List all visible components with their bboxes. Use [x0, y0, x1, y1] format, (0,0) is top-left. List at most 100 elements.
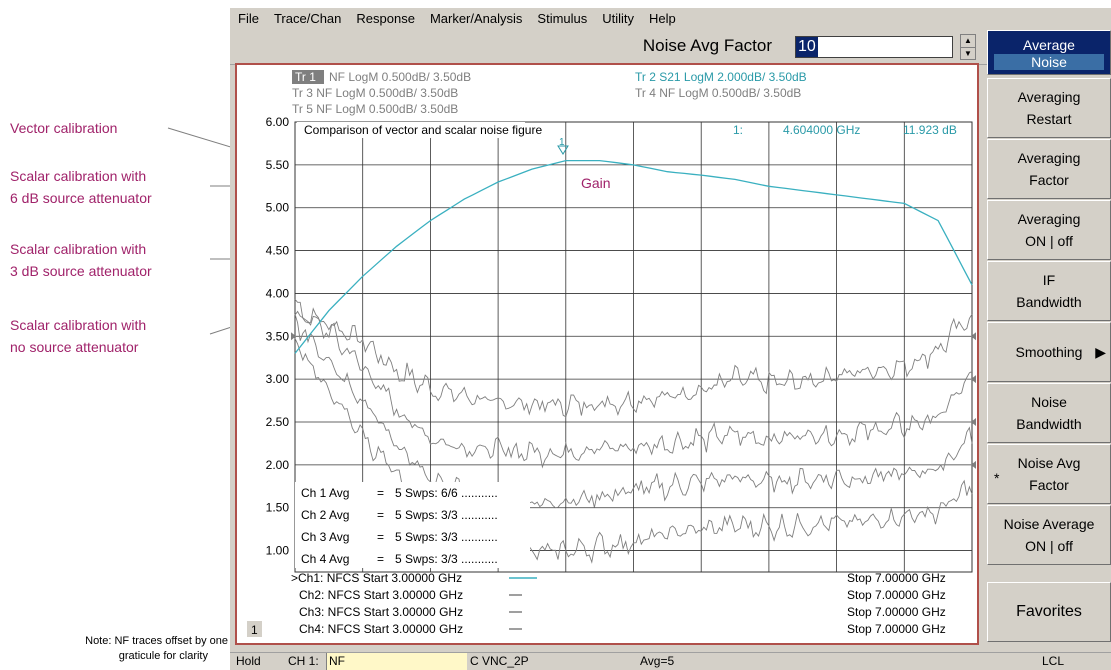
tr2-label: Tr 2 S21 LogM 2.000dB/ 3.50dB: [635, 70, 807, 84]
status-averaging: Avg=5: [640, 654, 675, 668]
avg-ch1-label: Ch 1 Avg: [301, 486, 349, 500]
annotation-scalar-6db-line2: 6 dB source attenuator: [10, 190, 152, 206]
nf-trace-line-3: [294, 313, 973, 516]
menu-utility[interactable]: Utility: [602, 11, 635, 26]
annotation-scalar-6db: Scalar calibration with 6 dB source atte…: [10, 165, 152, 209]
window-number: 1: [251, 623, 258, 637]
ch4-start: Ch4: NFCS Start 3.00000 GHz: [299, 622, 463, 636]
avg-ch3-value: 5 Swps: 3/3 ...........: [395, 530, 498, 544]
y-tick-label: 2.00: [266, 458, 290, 472]
status-bar: Hold CH 1: NF C VNC_2P Avg=5 LCL: [230, 652, 1111, 670]
y-tick-label: 4.00: [266, 286, 290, 300]
offset-note: Note: NF traces offset by one graticule …: [0, 634, 228, 664]
entry-label: Noise Avg Factor: [642, 36, 772, 55]
softkey-average-title: Average Noise: [987, 30, 1111, 75]
noise-avg-factor-input[interactable]: 10: [795, 36, 953, 58]
y-tick-label: 3.00: [266, 372, 290, 386]
marker-1-tag: 1: [559, 137, 565, 148]
menu-trace-chan[interactable]: Trace/Chan: [273, 11, 342, 26]
ref-arrow-right-icon: [971, 375, 976, 384]
softkey-noise-avg-factor[interactable]: * Noise Avg Factor: [987, 444, 1111, 504]
softkey-smoothing[interactable]: Smoothing ▶: [987, 322, 1111, 382]
softkey-noise-average-on-off[interactable]: Noise Average ON | off: [987, 505, 1111, 565]
annotation-scalar-none-line2: no source attenuator: [10, 339, 139, 355]
y-tick-labels: 6.00 5.50 5.00 4.50 4.00 3.50 3.00 2.50 2.00 1.50…: [266, 115, 976, 558]
trace-lines: [294, 159, 973, 564]
active-star-icon: *: [994, 470, 1000, 486]
menu-response[interactable]: Response: [356, 11, 415, 26]
annotation-vector-calibration: Vector calibration: [10, 120, 118, 136]
avg-ch2-value: 5 Swps: 3/3 ...........: [395, 508, 498, 522]
softkey-label: Smoothing ▶: [988, 341, 1110, 363]
marker-value: 11.923 dB: [903, 123, 957, 137]
status-calibration: C VNC_2P: [470, 654, 529, 668]
softkey-averaging-factor[interactable]: Averaging Factor: [987, 139, 1111, 199]
plot-border: [294, 121, 973, 573]
tr4-label: Tr 4 NF LogM 0.500dB/ 3.50dB: [635, 86, 801, 100]
softkey-label: Restart: [1026, 111, 1072, 127]
annotation-scalar-3db-line2: 3 dB source attenuator: [10, 263, 152, 279]
title-box: [297, 122, 525, 138]
avg-ch4-eq: =: [377, 552, 384, 566]
active-entry-toolbar: Noise Avg Factor 10 ▲ ▼: [230, 30, 987, 65]
gain-trace-line: [294, 159, 973, 354]
menu-marker-analysis[interactable]: Marker/Analysis: [429, 11, 523, 26]
status-channel: CH 1:: [288, 654, 319, 668]
softkey-label: Bandwidth: [1016, 294, 1082, 310]
y-tick-label: 6.00: [266, 115, 290, 129]
ch1-start: >Ch1: NFCS Start 3.00000 GHz: [291, 571, 462, 585]
offset-note-line1: Note: NF traces offset by one: [85, 635, 228, 647]
window-number-bg: [247, 621, 262, 637]
measurement-window: Tr 1 NF LogM 0.500dB/ 3.50dB Tr 2 S21 Lo…: [235, 63, 979, 645]
softkey-smoothing-label: Smoothing: [1015, 344, 1083, 360]
marker-frequency: 4.604000 GHz: [783, 123, 860, 137]
softkey-label: Favorites: [1016, 603, 1082, 620]
status-local: LCL: [1042, 654, 1065, 668]
annotation-scalar-3db: Scalar calibration with 3 dB source atte…: [10, 238, 152, 282]
softkey-label: Noise Average: [1003, 516, 1095, 532]
ref-arrow-left-icon: [291, 332, 296, 341]
softkey-label: Noise: [1031, 394, 1067, 410]
softkey-label: IF: [1042, 272, 1056, 288]
softkey-favorites[interactable]: Favorites: [987, 582, 1111, 642]
status-hold: Hold: [236, 654, 261, 668]
nf-trace-line-2: [294, 299, 973, 469]
menu-help[interactable]: Help: [649, 11, 676, 26]
entry-value: 10: [796, 37, 818, 57]
softkey-averaging-restart[interactable]: Averaging Restart: [987, 78, 1111, 138]
avg-ch3-label: Ch 3 Avg: [301, 530, 349, 544]
softkey-panel: Average Noise Averaging Restart Averagin…: [987, 30, 1111, 645]
channel-footer: >Ch1: NFCS Start 3.00000 GHz Stop 7.0000…: [291, 571, 946, 636]
tr1-label: NF LogM 0.500dB/ 3.50dB: [329, 70, 471, 84]
softkey-label: ON | off: [1025, 233, 1073, 249]
y-tick-label: 2.50: [266, 415, 290, 429]
ch1-stop: Stop 7.00000 GHz: [847, 571, 946, 585]
annotation-scalar-6db-line1: Scalar calibration with: [10, 168, 147, 184]
avg-table-bg: [295, 482, 530, 568]
softkey-label: Averaging: [1017, 211, 1081, 227]
softkey-noise-bandwidth[interactable]: Noise Bandwidth: [987, 383, 1111, 443]
avg-ch4-value: 5 Swps: 3/3 ...........: [395, 552, 498, 566]
tr1-tag: Tr 1: [295, 70, 316, 84]
menu-bar: File Trace/Chan Response Marker/Analysis…: [230, 8, 987, 30]
menu-file[interactable]: File: [238, 11, 259, 26]
softkey-if-bandwidth[interactable]: IF Bandwidth: [987, 261, 1111, 321]
y-tick-label: 1.00: [266, 544, 290, 558]
avg-ch1-value: 5 Swps: 6/6 ...........: [395, 486, 498, 500]
gain-label: Gain: [581, 175, 611, 191]
avg-ch3-eq: =: [377, 530, 384, 544]
spin-up-icon[interactable]: ▲: [961, 35, 975, 48]
menu-stimulus[interactable]: Stimulus: [537, 11, 588, 26]
entry-spinner[interactable]: ▲ ▼: [960, 34, 976, 60]
offset-note-line2: graticule for clarity: [118, 650, 208, 662]
softkey-averaging-on-off[interactable]: Averaging ON | off: [987, 200, 1111, 260]
ch3-stop: Stop 7.00000 GHz: [847, 605, 946, 619]
spin-down-icon[interactable]: ▼: [964, 49, 972, 58]
marker-number: 1:: [733, 123, 743, 137]
ch4-stop: Stop 7.00000 GHz: [847, 622, 946, 636]
softkey-title-line1: Average: [1023, 36, 1075, 53]
annotation-scalar-3db-line1: Scalar calibration with: [10, 241, 147, 257]
ref-arrow-right-icon: [971, 418, 976, 426]
softkey-label: Averaging: [1017, 150, 1081, 166]
y-tick-label: 1.50: [266, 501, 290, 515]
